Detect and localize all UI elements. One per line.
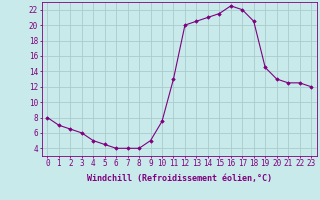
- X-axis label: Windchill (Refroidissement éolien,°C): Windchill (Refroidissement éolien,°C): [87, 174, 272, 183]
